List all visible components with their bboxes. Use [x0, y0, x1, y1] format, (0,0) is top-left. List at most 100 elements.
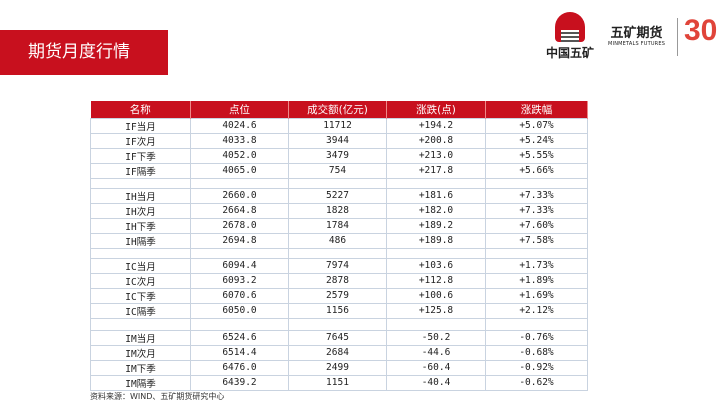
- cell-change-pct: +2.12%: [485, 302, 588, 319]
- table-row: IM隔季 6439.2 1151 -40.4 -0.62%: [90, 374, 588, 391]
- cell-turnover: 7974: [288, 257, 387, 274]
- cell-price: 6050.0: [190, 302, 289, 319]
- cell-name: IH当月: [90, 187, 191, 204]
- emblem-icon: [555, 12, 585, 42]
- cell-name: IF次月: [90, 132, 191, 149]
- spacer-cell: [90, 317, 191, 331]
- cell-change: +189.8: [386, 232, 486, 249]
- spacer-cell: [90, 177, 191, 189]
- cell-name: IH下季: [90, 217, 191, 234]
- cell-change: -50.2: [386, 329, 486, 346]
- source-note: 资料来源：WIND、五矿期货研究中心: [90, 392, 225, 401]
- cell-turnover: 11712: [288, 117, 387, 134]
- china-minmetals-logo: 中国五矿: [540, 12, 600, 61]
- anniversary-number: 30: [684, 14, 718, 47]
- minmetals-futures-logo: 五矿期货 MINMETALS FUTURES: [608, 22, 665, 47]
- cell-change: -44.6: [386, 344, 486, 361]
- cell-change: +112.8: [386, 272, 486, 289]
- cell-turnover: 2499: [288, 359, 387, 376]
- table-row: IM下季 6476.0 2499 -60.4 -0.92%: [90, 359, 588, 376]
- table-header-row: 名称 点位 成交额(亿元) 涨跌(点) 涨跌幅: [90, 101, 588, 118]
- logo-en-text: MINMETALS FUTURES: [608, 41, 666, 47]
- cell-name: IF隔季: [90, 162, 191, 179]
- table-row: IF下季 4052.0 3479 +213.0 +5.55%: [90, 147, 588, 164]
- cell-change: +181.6: [386, 187, 486, 204]
- cell-name: IM下季: [90, 359, 191, 376]
- cell-change-pct: +5.55%: [485, 147, 588, 164]
- cell-change: +125.8: [386, 302, 486, 319]
- cell-change-pct: +5.07%: [485, 117, 588, 134]
- spacer-cell: [288, 247, 387, 259]
- cell-change: +217.8: [386, 162, 486, 179]
- spacer-row: [90, 177, 588, 189]
- spacer-cell: [485, 177, 588, 189]
- logo-group: 中国五矿 五矿期货 MINMETALS FUTURES 30: [540, 12, 720, 64]
- cell-price: 6524.6: [190, 329, 289, 346]
- table-row: IC当月 6094.4 7974 +103.6 +1.73%: [90, 257, 588, 274]
- cell-name: IC隔季: [90, 302, 191, 319]
- table-row: IM当月 6524.6 7645 -50.2 -0.76%: [90, 329, 588, 346]
- cell-name: IF下季: [90, 147, 191, 164]
- cell-change-pct: +5.66%: [485, 162, 588, 179]
- table-row: IF隔季 4065.0 754 +217.8 +5.66%: [90, 162, 588, 179]
- spacer-cell: [485, 247, 588, 259]
- cell-change-pct: +7.60%: [485, 217, 588, 234]
- table-row: IF当月 4024.6 11712 +194.2 +5.07%: [90, 117, 588, 134]
- cell-change: +100.6: [386, 287, 486, 304]
- cell-name: IC下季: [90, 287, 191, 304]
- cell-price: 4033.8: [190, 132, 289, 149]
- cell-change: +189.2: [386, 217, 486, 234]
- cell-turnover: 1151: [288, 374, 387, 391]
- col-header-name: 名称: [90, 101, 191, 118]
- cell-turnover: 1784: [288, 217, 387, 234]
- cell-price: 6439.2: [190, 374, 289, 391]
- cell-name: IF当月: [90, 117, 191, 134]
- cell-price: 6093.2: [190, 272, 289, 289]
- cell-price: 6476.0: [190, 359, 289, 376]
- spacer-cell: [386, 247, 486, 259]
- logo-divider: [677, 18, 678, 56]
- cell-name: IC当月: [90, 257, 191, 274]
- cell-change: +213.0: [386, 147, 486, 164]
- cell-change-pct: -0.68%: [485, 344, 588, 361]
- cell-change-pct: +7.58%: [485, 232, 588, 249]
- col-header-change-pct: 涨跌幅: [485, 101, 588, 118]
- spacer-cell: [386, 317, 486, 331]
- table-row: IC次月 6093.2 2878 +112.8 +1.89%: [90, 272, 588, 289]
- cell-change-pct: -0.92%: [485, 359, 588, 376]
- cell-name: IC次月: [90, 272, 191, 289]
- cell-turnover: 2684: [288, 344, 387, 361]
- table-row: IH次月 2664.8 1828 +182.0 +7.33%: [90, 202, 588, 219]
- cell-turnover: 7645: [288, 329, 387, 346]
- cell-price: 6514.4: [190, 344, 289, 361]
- cell-price: 4065.0: [190, 162, 289, 179]
- cell-price: 4024.6: [190, 117, 289, 134]
- cell-change-pct: -0.76%: [485, 329, 588, 346]
- spacer-cell: [190, 247, 289, 259]
- cell-change: -60.4: [386, 359, 486, 376]
- cell-change: +194.2: [386, 117, 486, 134]
- cell-change-pct: +1.73%: [485, 257, 588, 274]
- cell-name: IM当月: [90, 329, 191, 346]
- spacer-cell: [90, 247, 191, 259]
- cell-change: +200.8: [386, 132, 486, 149]
- cell-price: 2694.8: [190, 232, 289, 249]
- cell-turnover: 486: [288, 232, 387, 249]
- table-row: IH隔季 2694.8 486 +189.8 +7.58%: [90, 232, 588, 249]
- spacer-cell: [485, 317, 588, 331]
- cell-name: IM次月: [90, 344, 191, 361]
- cell-name: IH次月: [90, 202, 191, 219]
- page-title: 期货月度行情: [0, 30, 168, 75]
- table-row: IF次月 4033.8 3944 +200.8 +5.24%: [90, 132, 588, 149]
- spacer-cell: [288, 317, 387, 331]
- cell-turnover: 3944: [288, 132, 387, 149]
- spacer-cell: [386, 177, 486, 189]
- table-row: IH下季 2678.0 1784 +189.2 +7.60%: [90, 217, 588, 234]
- cell-price: 2660.0: [190, 187, 289, 204]
- cell-price: 2678.0: [190, 217, 289, 234]
- cell-turnover: 2878: [288, 272, 387, 289]
- cell-price: 2664.8: [190, 202, 289, 219]
- table-row: IH当月 2660.0 5227 +181.6 +7.33%: [90, 187, 588, 204]
- cell-change-pct: +7.33%: [485, 202, 588, 219]
- cell-name: IH隔季: [90, 232, 191, 249]
